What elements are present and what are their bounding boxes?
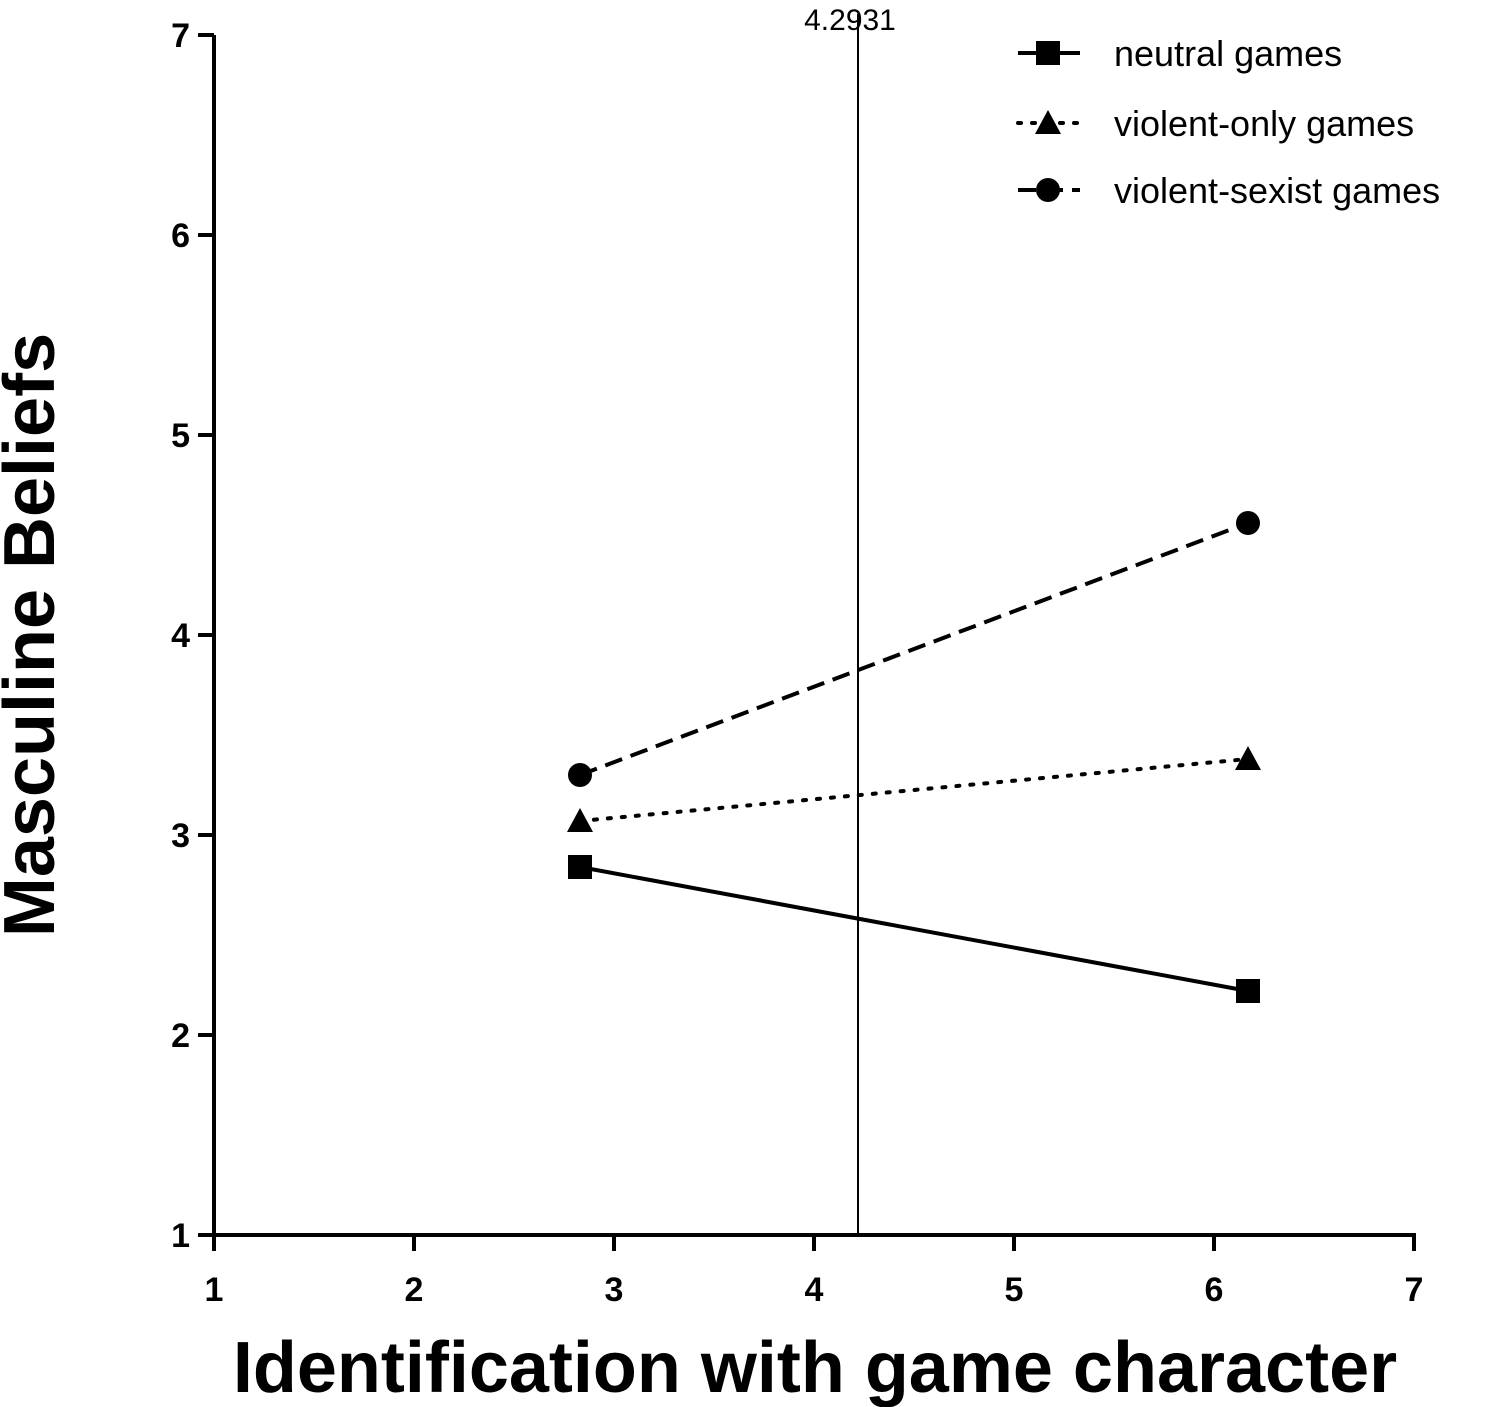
x-axis-title: Identification with game character [233,1328,1397,1407]
y-axis-title: Masculine Beliefs [0,333,70,937]
series-line-1 [578,757,1250,823]
y-tick-label-3: 3 [171,817,190,855]
x-tick-label-7: 7 [1405,1271,1424,1309]
y-tick-label-4: 4 [171,617,190,655]
series-2-point-0 [568,763,592,787]
y-tick-label-2: 2 [171,1017,190,1055]
legend: neutral games violent-only games violent-s… [1016,33,1440,211]
x-tick-label-4: 4 [805,1271,824,1309]
x-tick-label-1: 1 [205,1271,224,1309]
y-tick-label-7: 7 [171,17,190,55]
series-0-point-1 [1236,979,1260,1003]
y-tick-label-5: 5 [171,417,190,455]
series-line-0 [579,865,1249,993]
x-tick-label-6: 6 [1205,1271,1224,1309]
reference-line-label: 4.2931 [804,4,896,37]
legend-marker-2 [1036,178,1060,202]
series-2-point-1 [1236,511,1260,535]
series-0-point-0 [568,855,592,879]
series-1-point-0 [567,808,593,832]
legend-marker-0 [1036,41,1060,65]
axes: 1 2 3 4 5 6 7 1 2 3 4 5 6 7 [171,17,1423,1309]
y-tick-label-1: 1 [171,1217,190,1255]
x-tick-label-3: 3 [605,1271,624,1309]
x-tick-label-2: 2 [405,1271,424,1309]
series-group [567,511,1261,1003]
legend-label-0: neutral games [1114,33,1342,74]
legend-label-1: violent-only games [1114,103,1414,144]
reference-line-group: 4.2931 [804,4,896,1235]
y-tick-label-6: 6 [171,217,190,255]
series-1-point-1 [1235,746,1261,770]
x-tick-label-5: 5 [1005,1271,1024,1309]
legend-label-2: violent-sexist games [1114,170,1440,211]
series-line-2 [579,521,1249,777]
legend-marker-1 [1035,110,1061,134]
